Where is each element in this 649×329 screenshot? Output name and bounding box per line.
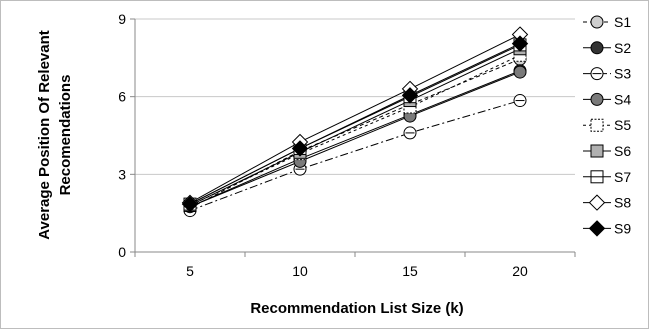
legend-marker-S5-shape <box>590 118 604 132</box>
marker-S9-k20-shape <box>511 35 529 52</box>
axes <box>130 18 576 257</box>
marker-S3-k15 <box>403 126 417 140</box>
series-line-S7 <box>189 44 521 205</box>
marker-S9-k15-shape <box>401 87 419 104</box>
series-line-S5 <box>189 54 521 206</box>
gridlines <box>135 18 575 175</box>
marker-S9-k5-shape <box>181 195 199 213</box>
marker-S9-k15 <box>401 87 419 104</box>
legend-marker-S4-shape <box>590 92 604 106</box>
legend-item-S7: S7 <box>583 169 631 185</box>
legend-marker-S9 <box>588 220 606 237</box>
series-line-S4 <box>189 71 521 208</box>
y-axis-title: Average Position Of Relevant Recomendati… <box>36 30 74 240</box>
x-tick-label-15: 15 <box>402 263 418 279</box>
legend-item-S6: S6 <box>583 143 631 159</box>
legend-marker-S8 <box>588 194 606 211</box>
legend-marker-S6 <box>590 144 604 158</box>
legend-label-S9: S9 <box>614 220 631 236</box>
legend-label-S8: S8 <box>614 195 631 211</box>
legend-marker-S5 <box>590 118 604 132</box>
marker-S9-k5 <box>181 195 199 213</box>
series-line-S2 <box>189 70 521 208</box>
y-tick-label-6: 6 <box>118 89 126 105</box>
legend-label-S2: S2 <box>614 40 631 56</box>
series-line-S1 <box>189 58 521 209</box>
legend-item-S5: S5 <box>583 117 631 133</box>
series-line-S8 <box>189 34 521 204</box>
legend-item-S2: S2 <box>583 40 631 56</box>
legend-marker-S1 <box>590 15 604 29</box>
x-axis-title: Recommendation List Size (k) <box>250 300 463 317</box>
legend-marker-S4 <box>590 92 604 106</box>
legend-marker-S2-shape <box>590 41 604 55</box>
legend-marker-S2 <box>590 41 604 55</box>
legend-marker-S9-shape <box>588 220 606 237</box>
legend-marker-S8-shape <box>588 194 606 211</box>
legend-item-S3: S3 <box>583 66 631 82</box>
legend-label-S4: S4 <box>614 91 631 107</box>
x-tick-label-20: 20 <box>512 263 528 279</box>
data-markers <box>181 26 529 218</box>
y-axis-title-line-1: Average Position Of Relevant <box>36 30 53 240</box>
series-line-S3 <box>189 100 521 212</box>
legend-item-S9: S9 <box>583 220 631 237</box>
marker-S4-k20 <box>513 65 527 79</box>
legend-label-S1: S1 <box>614 14 631 30</box>
series-line-S9 <box>189 43 521 205</box>
legend-marker-S3 <box>590 67 604 81</box>
legend-marker-S1-shape <box>590 15 604 29</box>
legend-label-S6: S6 <box>614 143 631 159</box>
series-lines <box>189 34 521 212</box>
legend: S1 S2 S3 S4 S5 S6 S7 S8 S9 <box>583 14 631 237</box>
y-axis-title-line-2: Recomendations <box>57 75 74 196</box>
series-line-S6 <box>189 48 521 206</box>
marker-S9-k10 <box>291 140 309 157</box>
legend-label-S7: S7 <box>614 169 631 185</box>
legend-item-S1: S1 <box>583 14 631 30</box>
legend-label-S3: S3 <box>614 66 631 82</box>
marker-S4-k20-shape <box>513 65 527 79</box>
y-tick-label-9: 9 <box>118 11 126 27</box>
tick-labels: 0 3 6 9 5 10 15 20 <box>118 11 528 279</box>
legend-item-S4: S4 <box>583 91 631 107</box>
legend-label-S5: S5 <box>614 117 631 133</box>
marker-S3-k20 <box>513 94 527 108</box>
legend-marker-S7 <box>590 170 604 184</box>
x-tick-label-5: 5 <box>186 263 194 279</box>
marker-S9-k10-shape <box>291 140 309 157</box>
y-tick-label-0: 0 <box>118 244 126 260</box>
marker-S9-k20 <box>511 35 529 52</box>
legend-marker-S6-shape <box>590 144 604 158</box>
x-tick-label-10: 10 <box>292 263 308 279</box>
y-tick-label-3: 3 <box>118 166 126 182</box>
legend-item-S8: S8 <box>583 194 631 211</box>
